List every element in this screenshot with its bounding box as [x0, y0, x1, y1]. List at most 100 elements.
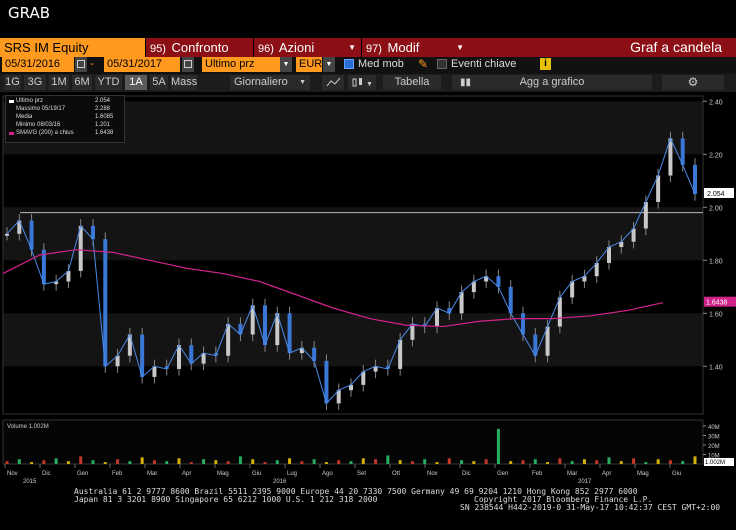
price-candle-body: [619, 241, 624, 248]
sma-series-line: [2, 249, 664, 328]
month-tick-label: Mar: [147, 471, 157, 477]
price-candle-body: [508, 286, 513, 314]
table-button[interactable]: Tabella: [383, 75, 441, 90]
volume-bar: [226, 461, 230, 464]
period-button-1g[interactable]: 1G: [4, 75, 21, 90]
legend-name: Ultimo prz: [16, 98, 44, 104]
month-tick-label: Ago: [322, 471, 333, 477]
volume-bar: [410, 461, 414, 464]
price-candle-body: [545, 326, 550, 356]
month-tick-label: Ott: [392, 471, 400, 477]
price-candle-body: [570, 281, 575, 298]
period-button-1m[interactable]: 1M: [49, 75, 69, 90]
volume-bar: [693, 456, 697, 464]
price-candle-body: [91, 225, 95, 240]
price-tick-label: 1.60: [709, 311, 723, 318]
candle-chart-icon[interactable]: ▼: [348, 75, 376, 90]
price-candle-body: [373, 366, 378, 372]
add-to-chart-button[interactable]: ▮▮ Agg a grafico: [452, 75, 652, 90]
end-date-input[interactable]: 05/31/2017: [104, 57, 180, 72]
chevron-down-icon[interactable]: ▼: [323, 57, 335, 72]
price-candle-body: [557, 297, 562, 327]
volume-marker-label: 1.002M: [705, 460, 725, 466]
line-chart-icon[interactable]: [322, 75, 344, 90]
period-button-5a[interactable]: 5A: [150, 75, 168, 90]
period-button-6m[interactable]: 6M: [72, 75, 92, 90]
period-button-mass[interactable]: Mass: [171, 75, 198, 90]
chevron-down-icon[interactable]: ▼: [280, 57, 292, 72]
legend-name: Minimo 08/03/16: [16, 122, 61, 128]
volume-bar: [595, 460, 599, 464]
volume-bar: [324, 462, 328, 464]
gear-icon[interactable]: ⚙: [662, 75, 724, 90]
price-tick-label: 1.40: [709, 364, 723, 371]
price-candle-body: [103, 239, 108, 367]
volume-tick-label: 30M: [708, 435, 720, 441]
volume-panel: [2, 419, 704, 465]
currency-input[interactable]: EUR: [296, 57, 322, 72]
price-candle-body: [140, 334, 145, 377]
command-bar: [0, 38, 736, 57]
frequency-select[interactable]: Giornaliero ▼: [230, 75, 310, 90]
period-button-1a[interactable]: 1A: [125, 75, 147, 90]
price-candle-body: [435, 308, 439, 327]
footer-line-3: SN 238544 H442-2019-0 31-May-17 10:42:37…: [460, 503, 721, 512]
window-title: GRAB: [8, 4, 50, 22]
price-candle-body: [471, 281, 476, 293]
month-tick-label: Apr: [602, 471, 611, 477]
price-candle-body: [349, 384, 353, 391]
price-candle-body: [656, 175, 661, 202]
price-candle-body: [250, 305, 255, 335]
legend-value: 2.288: [95, 106, 111, 112]
month-tick-label: Mag: [637, 471, 649, 477]
year-label: 2015: [23, 479, 37, 484]
legend-value: 1.201: [95, 122, 111, 128]
price-candle-body: [361, 371, 366, 385]
volume-bar: [202, 459, 206, 464]
ticker-field[interactable]: SRS IM Equity: [0, 38, 145, 57]
edit-menu[interactable]: 97) Modif ▼: [361, 38, 469, 57]
volume-tick-label: 40M: [708, 425, 720, 431]
month-tick-label: Nov: [427, 471, 438, 477]
actions-menu[interactable]: 96) Azioni ▼: [253, 38, 361, 57]
volume-bar: [681, 461, 685, 464]
price-candle-body: [41, 249, 46, 285]
moving-average-label: Med mob: [358, 58, 404, 70]
price-candle-body: [78, 225, 83, 271]
bar-chart-icon: ▮▮: [460, 77, 472, 88]
price-candle-body: [385, 366, 390, 369]
volume-bar: [386, 455, 390, 464]
month-tick-label: Mar: [567, 471, 577, 477]
year-label: 2016: [273, 479, 287, 484]
period-button-ytd[interactable]: YTD: [95, 75, 122, 90]
volume-bar: [361, 458, 365, 464]
month-tick-label: Set: [357, 471, 366, 477]
price-field-select[interactable]: Ultimo prz: [202, 57, 280, 72]
chevron-down-icon: ▼: [456, 43, 464, 52]
calendar-icon[interactable]: [182, 57, 194, 72]
moving-average-checkbox[interactable]: [344, 59, 354, 69]
month-tick-label: Feb: [532, 471, 543, 477]
volume-bar: [30, 462, 34, 464]
price-volume-chart[interactable]: 2.40 2.20 2.00 1.80 1.60 1.40 2.054 1.6438 Volum…: [0, 92, 736, 484]
volume-tick-label: 20M: [708, 444, 720, 450]
calendar-icon[interactable]: [75, 57, 87, 72]
price-candle-body: [422, 323, 427, 327]
volume-bar: [177, 458, 181, 464]
period-button-3g[interactable]: 3G: [24, 75, 46, 90]
info-icon[interactable]: i: [540, 58, 551, 70]
month-tick-label: Mag: [217, 471, 229, 477]
chart-type-title: Graf a candela: [630, 39, 722, 55]
volume-bar: [300, 461, 304, 464]
compare-menu[interactable]: 95) Confronto: [145, 38, 253, 57]
start-date-input[interactable]: 05/31/2016: [2, 57, 74, 72]
legend-value: 2.054: [95, 98, 111, 104]
actions-menu-number: 96): [258, 43, 274, 55]
month-tick-label: Giu: [672, 471, 681, 477]
month-tick-label: Nov: [7, 471, 18, 477]
volume-bar: [238, 456, 242, 464]
key-events-checkbox[interactable]: [437, 59, 447, 69]
volume-bar: [546, 462, 550, 464]
pencil-icon[interactable]: ✎: [418, 57, 429, 71]
chevron-down-icon: ▼: [348, 43, 356, 52]
